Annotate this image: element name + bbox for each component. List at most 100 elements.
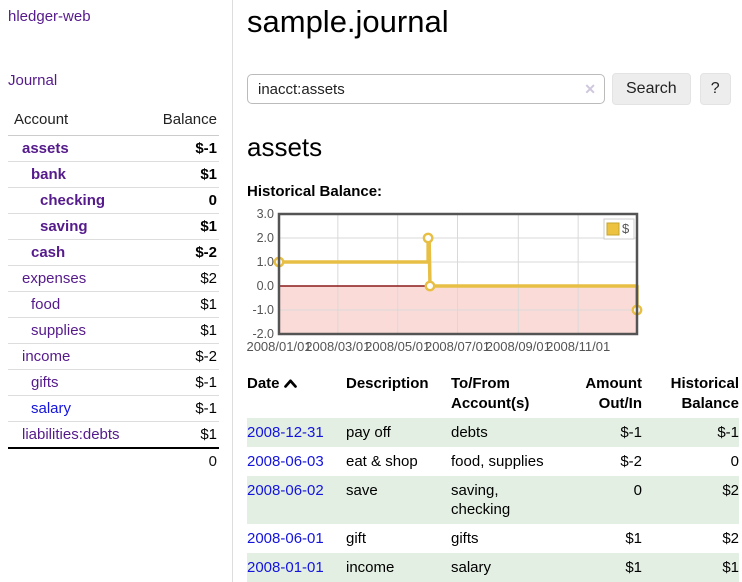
account-link-supplies[interactable]: supplies — [31, 322, 87, 339]
page-title: sample.journal — [247, 4, 449, 39]
svg-text:2008/11/01: 2008/11/01 — [546, 339, 610, 354]
transaction-row: 2008-01-01 income salary $1 $1 — [247, 553, 739, 582]
transaction-row: 2008-06-03 eat & shop food, supplies $-2 0 — [247, 447, 739, 476]
clear-search-icon[interactable]: ✕ — [584, 81, 596, 97]
sidebar: hledger-web Journal Account Balance asse… — [0, 0, 233, 582]
transaction-balance: $2 — [722, 482, 739, 499]
account-balance: $-2 — [143, 343, 219, 370]
account-link-bank[interactable]: bank — [31, 166, 67, 183]
brand-link[interactable]: hledger-web — [8, 8, 91, 25]
search-button[interactable]: Search — [612, 73, 691, 105]
transaction-balance: $1 — [722, 559, 739, 576]
account-link-assets[interactable]: assets — [22, 140, 69, 157]
search-input[interactable] — [247, 74, 605, 104]
account-link-food[interactable]: food — [31, 296, 61, 313]
account-row: assets $-1 — [8, 135, 219, 162]
transaction-row: 2008-12-31 pay off debts $-1 $-1 — [247, 418, 739, 447]
transaction-accounts: gifts — [451, 530, 479, 547]
col-accounts: To/From Account(s) — [451, 375, 530, 412]
account-row: supplies $1 — [8, 317, 219, 344]
transaction-description: eat & shop — [346, 453, 418, 470]
account-balance: $-1 — [143, 135, 219, 162]
svg-text:3.0: 3.0 — [257, 208, 274, 221]
account-link-salary[interactable]: salary — [31, 400, 72, 417]
svg-text:1.0: 1.0 — [257, 255, 274, 269]
account-link-checking[interactable]: checking — [40, 192, 106, 209]
transaction-date-link[interactable]: 2008-06-03 — [247, 453, 324, 470]
account-balance: $-2 — [143, 239, 219, 266]
transaction-date-link[interactable]: 2008-01-01 — [247, 559, 324, 576]
account-balance: $1 — [143, 317, 219, 344]
account-balance: $2 — [143, 265, 219, 292]
sidebar-item-journal[interactable]: Journal — [8, 72, 58, 89]
sort-ascending-icon — [283, 374, 297, 394]
account-row: food $1 — [8, 291, 219, 318]
account-balance: $1 — [143, 213, 219, 240]
svg-text:2008/01/01: 2008/01/01 — [247, 339, 312, 354]
transaction-description: pay off — [346, 424, 391, 441]
register-table: Date Description To/From Account(s) Amoun… — [247, 372, 739, 582]
svg-text:$: $ — [622, 221, 630, 236]
transaction-description: income — [346, 559, 395, 576]
account-heading: assets — [247, 132, 323, 162]
transaction-amount: $1 — [625, 530, 642, 547]
account-link-cash[interactable]: cash — [31, 244, 66, 261]
account-link-income[interactable]: income — [22, 348, 71, 365]
col-description: Description — [346, 375, 429, 392]
register-header-row: Date Description To/From Account(s) Amoun… — [247, 372, 739, 418]
transaction-description: save — [346, 482, 378, 499]
account-balance: 0 — [143, 187, 219, 214]
account-row: bank $1 — [8, 161, 219, 188]
search-bar: ✕ Search ? — [247, 73, 739, 105]
transaction-amount: $-2 — [620, 453, 642, 470]
account-link-expenses[interactable]: expenses — [22, 270, 87, 287]
svg-text:2008/09/01: 2008/09/01 — [486, 339, 551, 354]
main-panel: sample.journal ✕ Search ? assets Histori… — [233, 0, 742, 582]
accounts-header-row: Account Balance — [8, 107, 219, 136]
account-row: income $-2 — [8, 343, 219, 370]
svg-text:2008/07/01: 2008/07/01 — [425, 339, 490, 354]
account-row: liabilities:debts $1 — [8, 421, 219, 449]
transaction-amount: 0 — [633, 482, 642, 499]
transaction-accounts: salary — [451, 559, 492, 576]
account-balance: $1 — [143, 291, 219, 318]
account-link-liabilities-debts[interactable]: liabilities:debts — [22, 426, 120, 443]
account-balance: $-1 — [143, 395, 219, 422]
svg-text:2.0: 2.0 — [257, 231, 274, 245]
col-amount: Amount Out/In — [585, 375, 642, 412]
account-balance: $-1 — [143, 369, 219, 396]
accounts-total-value: 0 — [143, 447, 219, 474]
transaction-row: 2008-06-01 gift gifts $1 $2 — [247, 524, 739, 553]
svg-text:-2.0: -2.0 — [252, 327, 274, 341]
transaction-date-link[interactable]: 2008-06-02 — [247, 482, 324, 499]
account-balance: $1 — [143, 161, 219, 188]
col-balance: Historical Balance — [670, 375, 739, 412]
account-balance: $1 — [143, 421, 219, 449]
account-link-gifts[interactable]: gifts — [31, 374, 59, 391]
transaction-description: gift — [346, 530, 367, 547]
transaction-amount: $-1 — [620, 424, 642, 441]
col-date[interactable]: Date — [247, 372, 346, 418]
account-row: gifts $-1 — [8, 369, 219, 396]
transaction-balance: 0 — [730, 453, 739, 470]
account-row: checking 0 — [8, 187, 219, 214]
accounts-total-row: 0 — [8, 447, 219, 474]
transaction-date-link[interactable]: 2008-06-01 — [247, 530, 324, 547]
svg-text:0.0: 0.0 — [257, 279, 274, 293]
account-row: saving $1 — [8, 213, 219, 240]
svg-text:-1.0: -1.0 — [252, 303, 274, 317]
transaction-accounts: saving, checking — [451, 482, 511, 518]
account-link-saving[interactable]: saving — [40, 218, 88, 235]
transaction-balance: $-1 — [717, 424, 739, 441]
account-row: cash $-2 — [8, 239, 219, 266]
transaction-amount: $1 — [625, 559, 642, 576]
help-button[interactable]: ? — [699, 73, 731, 105]
account-row: salary $-1 — [8, 395, 219, 422]
accounts-table: Account Balance assets $-1 bank $1 checking 0… — [8, 107, 219, 474]
transaction-date-link[interactable]: 2008-12-31 — [247, 424, 324, 441]
account-row: expenses $2 — [8, 265, 219, 292]
historical-balance-chart[interactable]: $3.0 2.0 1.0 0.0 -1.0 -2.0 2008/01/01 2008/03/0… — [246, 207, 647, 358]
transaction-balance: $2 — [722, 530, 739, 547]
chart-label: Historical Balance: — [247, 183, 383, 200]
